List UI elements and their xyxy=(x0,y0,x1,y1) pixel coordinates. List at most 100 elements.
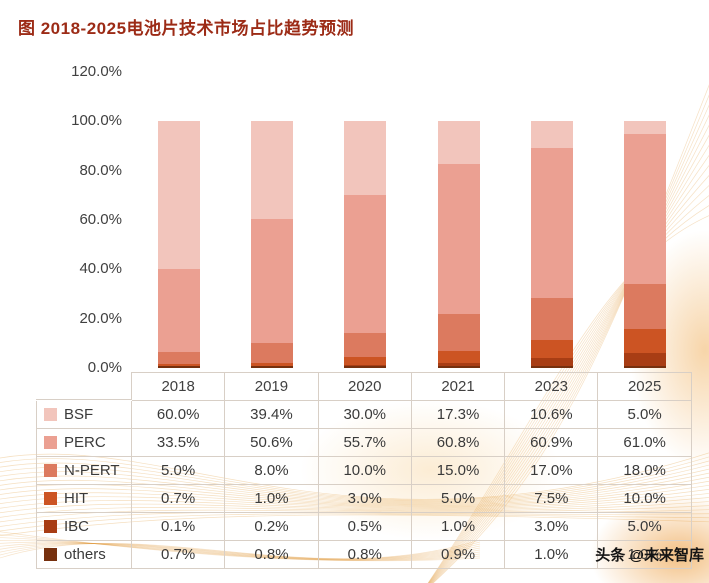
chart-title: 图 2018-2025电池片技术市场占比趋势预测 xyxy=(18,19,355,38)
legend-label-hit: HIT xyxy=(36,485,132,513)
table-value-cell: 1.0% xyxy=(411,513,506,541)
x-axis-label: 2019 xyxy=(225,372,319,401)
table-value-cell: 60.0% xyxy=(132,401,226,429)
stacked-bar-2023 xyxy=(531,121,573,368)
bar-segment-n-pert xyxy=(344,332,387,358)
bar-segment-hit xyxy=(437,351,480,364)
x-axis-label: 2025 xyxy=(598,372,692,401)
legend-label-others: others xyxy=(36,541,132,569)
bar-segment-perc xyxy=(437,164,480,314)
bar-segment-n-pert xyxy=(531,297,573,340)
table-value-cell: 1.0% xyxy=(225,485,319,513)
bar-segment-bsf xyxy=(157,121,200,270)
table-value-cell: 5.0% xyxy=(598,401,692,429)
y-tick-label: 0.0% xyxy=(87,359,122,376)
bar-segment-others xyxy=(531,365,573,368)
table-value-cell: 0.2% xyxy=(225,513,319,541)
legend-label-ibc: IBC xyxy=(36,513,132,541)
series-name: BSF xyxy=(64,406,94,423)
table-value-cell: 1.0% xyxy=(505,541,599,569)
x-axis-label: 2018 xyxy=(132,372,226,401)
table-corner-cell xyxy=(36,372,132,400)
bar-segment-hit xyxy=(624,328,667,354)
table-value-cell: 30.0% xyxy=(318,401,412,429)
stacked-bar-2018 xyxy=(157,121,200,368)
table-value-cell: 33.5% xyxy=(132,429,226,457)
bar-segment-hit xyxy=(531,339,573,359)
legend-swatch-bsf xyxy=(44,408,57,421)
y-tick-label: 120.0% xyxy=(71,63,122,80)
table-value-cell: 60.9% xyxy=(505,429,599,457)
table-value-cell: 0.8% xyxy=(225,541,319,569)
table-value-cell: 15.0% xyxy=(411,457,506,485)
bar-segment-bsf xyxy=(624,121,667,134)
y-tick-label: 40.0% xyxy=(79,260,122,278)
bar-segment-hit xyxy=(251,363,293,366)
bar-segment-hit xyxy=(344,357,387,365)
bar-segment-perc xyxy=(251,218,293,344)
y-tick-label: 20.0% xyxy=(79,309,122,327)
bar-segment-perc xyxy=(344,195,387,333)
table-value-cell: 17.3% xyxy=(411,401,506,429)
legend-swatch-others xyxy=(44,548,57,561)
bar-segment-others xyxy=(157,366,200,368)
table-value-cell: 0.7% xyxy=(132,541,226,569)
watermark-text: 头条 @未来智库 xyxy=(595,547,704,564)
table-value-cell: 0.1% xyxy=(132,513,226,541)
bar-segment-ibc xyxy=(624,353,667,366)
legend-swatch-n-pert xyxy=(44,464,57,477)
table-value-cell: 10.0% xyxy=(598,485,692,513)
table-value-cell: 5.0% xyxy=(132,457,226,485)
table-value-cell: 0.5% xyxy=(318,513,412,541)
stacked-bar-2025 xyxy=(624,121,667,368)
table-value-cell: 55.7% xyxy=(318,429,412,457)
series-name: IBC xyxy=(64,518,90,535)
table-value-cell: 0.7% xyxy=(132,485,226,513)
x-axis-label: 2020 xyxy=(318,372,412,401)
table-value-cell: 5.0% xyxy=(598,513,692,541)
bar-segment-others xyxy=(251,366,293,368)
bar-segment-n-pert xyxy=(624,284,667,329)
bar-segment-perc xyxy=(157,269,200,352)
bar-segment-hit xyxy=(157,364,200,367)
table-value-cell: 8.0% xyxy=(225,457,319,485)
table-value-cell: 3.0% xyxy=(505,513,599,541)
y-axis: 0.0% 20.0% 40.0% 60.0% 80.0% 100.0% 120.0% xyxy=(30,63,126,376)
table-value-cell: 18.0% xyxy=(598,457,692,485)
stacked-bar-2020 xyxy=(344,121,387,368)
legend-swatch-ibc xyxy=(44,520,57,533)
table-value-cell: 10.0% xyxy=(318,457,412,485)
bar-segment-bsf xyxy=(251,121,293,219)
table-value-cell: 3.0% xyxy=(318,485,412,513)
bar-segment-ibc xyxy=(437,363,480,366)
y-tick-label: 60.0% xyxy=(79,211,122,228)
x-axis-label: 2023 xyxy=(505,372,599,401)
bar-segment-ibc xyxy=(531,358,573,366)
bar-segment-perc xyxy=(531,147,573,298)
legend-label-bsf: BSF xyxy=(36,401,132,429)
bar-segment-ibc xyxy=(344,364,387,367)
series-name: others xyxy=(64,546,106,563)
bar-segment-n-pert xyxy=(437,314,480,351)
bar-segment-bsf xyxy=(344,121,387,196)
data-table: 2018 2019 2020 2021 2023 2025 BSF 60.0% 39.4% 30.… xyxy=(36,372,692,569)
plot-area xyxy=(132,72,692,368)
bar-segment-perc xyxy=(624,133,667,285)
legend-swatch-hit xyxy=(44,492,57,505)
table-value-cell: 7.5% xyxy=(505,485,599,513)
bar-segment-bsf xyxy=(437,121,480,165)
series-name: N-PERT xyxy=(64,462,120,479)
legend-label-perc: PERC xyxy=(36,429,132,457)
bar-segment-others xyxy=(344,366,387,368)
table-value-cell: 0.8% xyxy=(318,541,412,569)
table-value-cell: 60.8% xyxy=(411,429,506,457)
stacked-bar-2021 xyxy=(437,121,480,368)
table-value-cell: 10.6% xyxy=(505,401,599,429)
legend-swatch-perc xyxy=(44,436,57,449)
y-tick-label: 100.0% xyxy=(71,112,122,130)
series-name: HIT xyxy=(64,490,89,507)
table-value-cell: 39.4% xyxy=(225,401,319,429)
bar-segment-others xyxy=(437,365,480,368)
table-value-cell: 61.0% xyxy=(598,429,692,457)
